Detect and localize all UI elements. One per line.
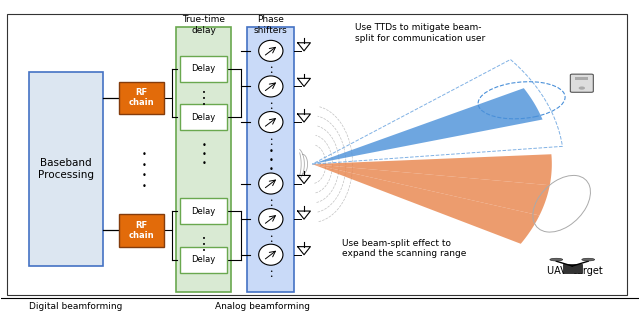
Bar [179, 104, 227, 130]
Ellipse shape [259, 244, 283, 265]
Polygon shape [312, 154, 552, 185]
Text: Delay: Delay [191, 207, 215, 215]
Text: True-time
delay: True-time delay [182, 15, 225, 35]
Text: Use beam-split effect to
expand the scanning range: Use beam-split effect to expand the scan… [342, 239, 467, 258]
Text: Delay: Delay [191, 255, 215, 264]
Ellipse shape [259, 173, 283, 194]
Text: Delay: Delay [191, 64, 215, 73]
Bar [179, 198, 227, 224]
Bar [563, 265, 582, 273]
FancyBboxPatch shape [570, 74, 593, 92]
Text: •
•: • • [269, 136, 273, 147]
Bar [246, 27, 294, 292]
Bar [7, 14, 627, 295]
Text: •
•
•: • • • [268, 147, 273, 175]
Bar [575, 77, 588, 80]
Text: RF
chain: RF chain [129, 221, 154, 240]
Text: •
•
•
•: • • • • [142, 150, 147, 191]
Polygon shape [312, 164, 540, 244]
Polygon shape [312, 164, 550, 215]
Bar [119, 82, 164, 114]
Text: Digital beamforming: Digital beamforming [29, 302, 123, 311]
Bar [29, 72, 103, 266]
Ellipse shape [259, 76, 283, 97]
Text: UAV  target: UAV target [547, 266, 602, 276]
Text: Delay: Delay [191, 113, 215, 122]
Text: •
•: • • [269, 101, 273, 111]
Bar [179, 56, 227, 82]
Text: •
•: • • [269, 234, 273, 244]
Text: •
•: • • [269, 269, 273, 279]
Text: RF
chain: RF chain [129, 88, 154, 108]
Text: Baseband
Processing: Baseband Processing [38, 158, 94, 180]
Ellipse shape [259, 111, 283, 133]
Text: Phase
shifters: Phase shifters [254, 15, 288, 35]
Ellipse shape [259, 40, 283, 61]
Ellipse shape [582, 258, 595, 261]
Bar [176, 27, 230, 292]
Text: Analog beamforming: Analog beamforming [215, 302, 310, 311]
Ellipse shape [259, 209, 283, 230]
Text: Use TTDs to mitigate beam-
split for communication user: Use TTDs to mitigate beam- split for com… [355, 23, 485, 43]
Ellipse shape [550, 258, 563, 261]
Bar [119, 214, 164, 247]
Text: •
•: • • [269, 65, 273, 75]
Text: •
•: • • [269, 198, 273, 208]
Bar [179, 247, 227, 273]
Circle shape [579, 86, 585, 90]
Polygon shape [312, 88, 543, 164]
Text: •
•
•: • • • [202, 236, 206, 254]
Text: •
•
•: • • • [202, 141, 206, 168]
Text: •
•
•: • • • [202, 90, 206, 109]
